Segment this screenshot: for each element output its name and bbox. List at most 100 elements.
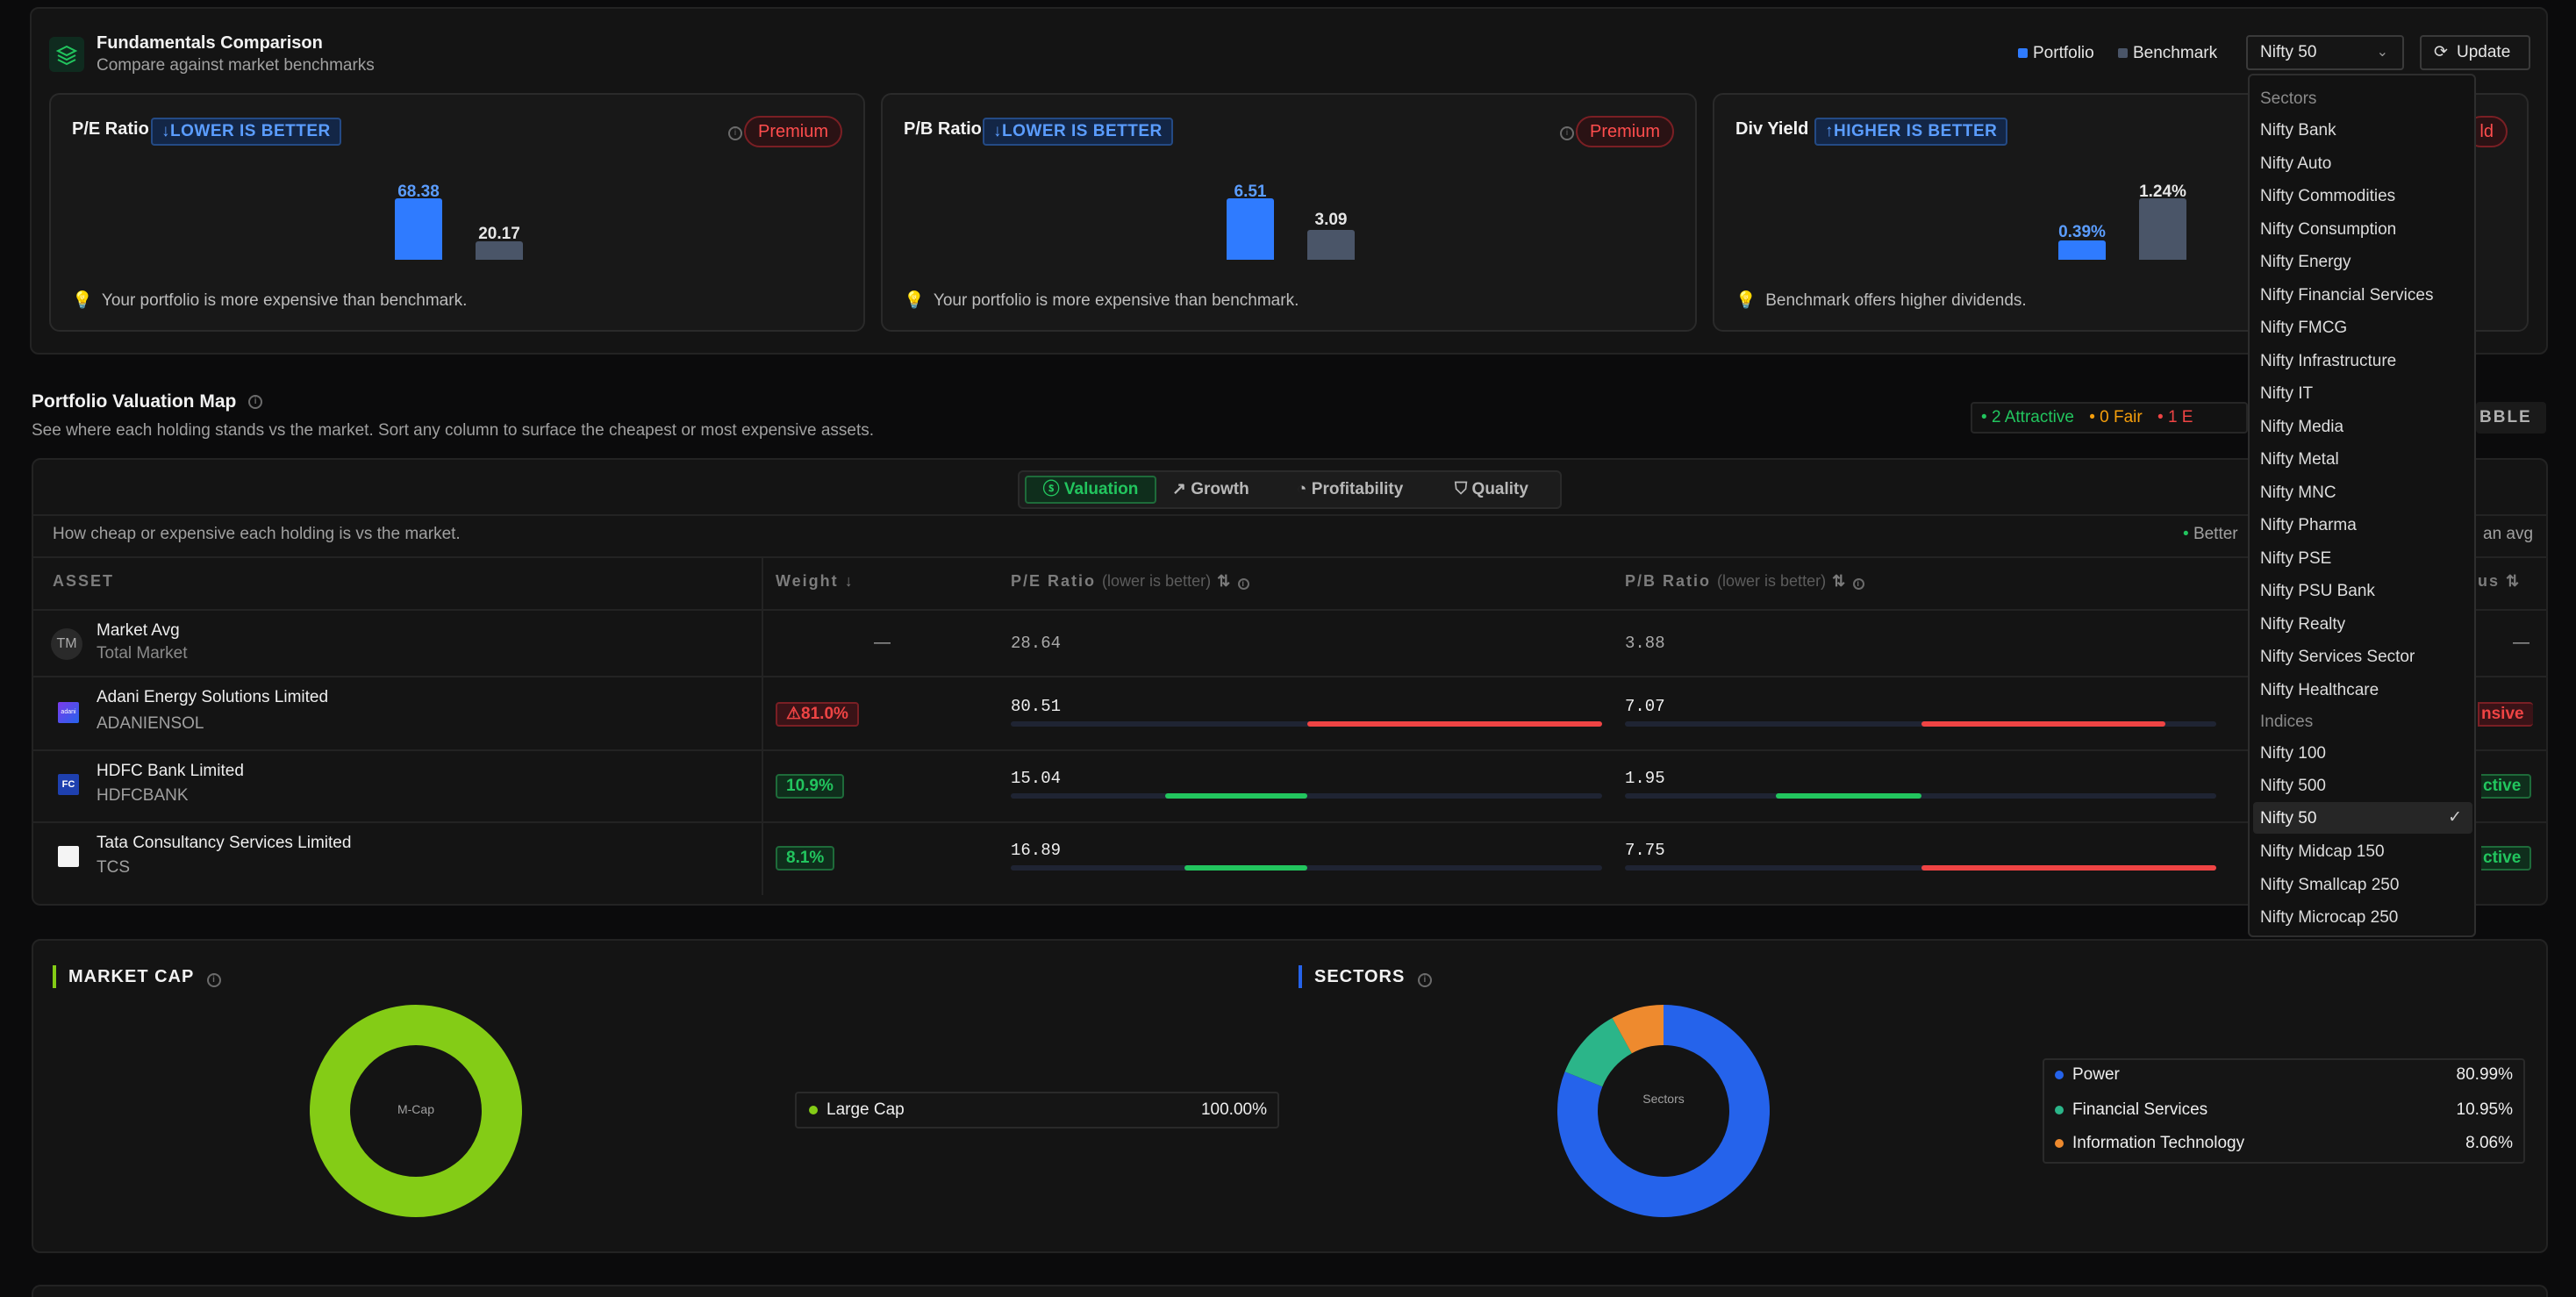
weight-value: — [874,634,891,652]
tab-valuation[interactable]: ⓢ Valuation [1025,476,1156,504]
dropdown-item[interactable]: Nifty Microcap 250 [2260,908,2399,927]
dropdown-item[interactable]: Nifty Auto [2260,154,2332,173]
dropdown-item[interactable]: Nifty 100 [2260,744,2326,763]
bar-chart [1225,181,1400,260]
benchmark-value: 3.09 [1314,211,1348,229]
dropdown-item[interactable]: Nifty Infrastructure [2260,352,2397,370]
legend-item: Financial Services [2055,1100,2207,1120]
dropdown-item-selected[interactable]: Nifty 50 ✓ [2253,802,2472,834]
legend-dot [809,1105,818,1114]
info-icon[interactable]: i [1417,973,1432,987]
column-divider [762,556,763,895]
dropdown-item[interactable]: Nifty Services Sector [2260,648,2415,666]
dropdown-item[interactable]: Nifty Media [2260,418,2344,436]
dropdown-item[interactable]: Nifty Financial Services [2260,286,2434,305]
col-status[interactable]: tus ⇅ [2471,572,2522,590]
sectors-title: SECTORS i [1314,967,1432,987]
dropdown-item[interactable]: Nifty IT [2260,384,2314,403]
pb-bar-fill [1921,865,2216,871]
divider [33,676,2546,677]
bulb-icon: 💡 [72,291,93,310]
sectors-legend [2043,1058,2525,1164]
dropdown-item[interactable]: Nifty PSE [2260,549,2332,568]
asset-name: HDFC Bank Limited [97,762,244,780]
dropdown-item[interactable]: Nifty Smallcap 250 [2260,876,2400,894]
dropdown-item[interactable]: Nifty MNC [2260,484,2336,502]
col-weight[interactable]: Weight ↓ [776,572,855,590]
weight-badge: 10.9% [776,774,844,799]
tab-profitability[interactable]: ◔ Profitability [1297,480,1404,498]
tab-quality[interactable]: ⛉ Quality [1455,480,1528,498]
legend-value: 10.95% [2456,1100,2513,1119]
card-title: P/B Ratio [904,119,982,139]
pb-card: P/B Ratio ↓LOWER IS BETTER i Premium 6.5… [881,93,1697,332]
page-title: Fundamentals Comparison [97,33,323,53]
status-badge: ctive [2481,774,2532,799]
expensive-count: • 1 E [2157,408,2193,426]
dropdown-item[interactable]: Nifty Midcap 150 [2260,842,2385,861]
benchmark-select[interactable]: Nifty 50 ⌄ [2246,35,2404,70]
premium-badge: Premium [1575,116,1674,147]
portfolio-value: 68.38 [397,183,440,201]
dropdown-item[interactable]: Nifty Consumption [2260,220,2397,239]
status-badge: nsive [2478,702,2533,727]
divider [33,749,2546,751]
shield-icon: ⛉ [1455,480,1468,498]
pb-bar-fill [1921,721,2165,727]
pb-bar-track [1625,865,2216,871]
benchmark-bar [476,241,523,260]
info-icon[interactable]: i [206,973,221,987]
legend-item: Information Technology [2055,1134,2244,1153]
tab-growth[interactable]: ↗ Growth [1172,480,1249,498]
card-hint: 💡 Your portfolio is more expensive than … [904,291,1299,310]
dropdown-item[interactable]: Nifty Healthcare [2260,681,2379,699]
card-title: Div Yield [1735,119,1809,139]
dropdown-item[interactable]: Nifty Metal [2260,450,2339,469]
pb-bar-fill [1776,793,1921,799]
summary-badges: • 2 Attractive • 0 Fair • 1 E [1971,402,2248,434]
sort-icon: ⇅ [2506,572,2522,590]
divider [33,609,2546,611]
info-icon[interactable]: i [728,126,742,140]
update-button[interactable]: ⟳ Update [2420,35,2530,70]
status-value: — [2513,634,2529,652]
col-pb[interactable]: P/B Ratio (lower is better) ⇅ i [1625,572,1865,591]
col-pe[interactable]: P/E Ratio (lower is better) ⇅ i [1011,572,1250,591]
benchmark-swatch [2118,48,2128,58]
pe-value: 15.04 [1011,769,1062,788]
sectors-accent [1299,965,1302,988]
dropdown-item[interactable]: Nifty FMCG [2260,319,2348,337]
portfolio-bar [2058,240,2106,260]
weight-badge: 8.1% [776,846,835,871]
dropdown-item[interactable]: Nifty Pharma [2260,516,2357,534]
asset-ticker: HDFCBANK [97,786,189,805]
table-row[interactable]: adani Adani Energy Solutions Limited ADA… [33,677,2546,749]
trend-up-icon: ↗ [1172,480,1186,498]
dropdown-section-indices: Indices [2260,713,2314,731]
table-row[interactable]: Tata Consultancy Services Limited TCS 8.… [33,823,2546,893]
table-description: How cheap or expensive each holding is v… [53,525,461,543]
table-row[interactable]: FC HDFC Bank Limited HDFCBANK 10.9% 15.0… [33,751,2546,821]
dropdown-item[interactable]: Nifty Bank [2260,121,2336,140]
company-logo: FC [58,774,79,795]
info-icon[interactable]: i [248,395,263,410]
dollar-icon: ⓢ [1042,480,1060,498]
divider [33,556,2546,558]
sort-desc-icon: ↓ [844,572,855,590]
dropdown-item[interactable]: Nifty Commodities [2260,187,2396,205]
benchmark-value: 20.17 [478,225,520,243]
dropdown-item[interactable]: Nifty Realty [2260,615,2346,634]
info-icon[interactable]: i [1853,578,1865,590]
market-cap-legend [795,1092,1279,1129]
valuation-map-subtitle: See where each holding stands vs the mar… [32,421,875,440]
dropdown-item[interactable]: Nifty PSU Bank [2260,582,2375,600]
table-row[interactable]: TM Market Avg Total Market — 28.64 3.88 … [33,611,2546,676]
card-hint: 💡 Your portfolio is more expensive than … [72,291,468,310]
dropdown-item[interactable]: Nifty 500 [2260,777,2326,795]
info-icon[interactable]: i [1238,578,1250,590]
premium-badge: Premium [743,116,842,147]
info-icon[interactable]: i [1560,126,1574,140]
benchmark-value: 1.24% [2139,183,2186,201]
dropdown-item[interactable]: Nifty Energy [2260,253,2351,271]
weight-badge: ⚠81.0% [776,702,859,727]
